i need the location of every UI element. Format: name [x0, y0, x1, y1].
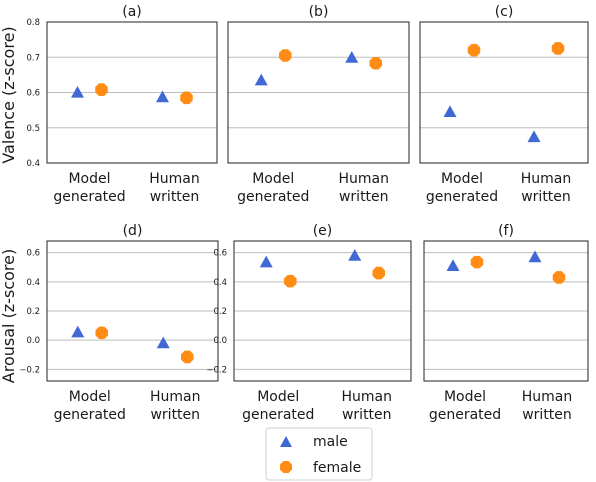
panel-title: (f) — [498, 223, 514, 239]
y-tick-label: 0.0 — [26, 336, 40, 346]
x-tick-label: Human written — [521, 171, 572, 205]
y-tick-label: 0.8 — [26, 18, 40, 28]
y-tick-label: 0.2 — [213, 307, 227, 317]
axes-frame — [227, 21, 410, 164]
y-tick-label: −0.2 — [206, 365, 227, 375]
point-male — [156, 90, 169, 103]
panels: 0.4 0.5 0.6 0.7 0.8 (a) Model generated Human wri… — [19, 4, 589, 423]
point-male — [527, 130, 541, 143]
y-tick-label: 0.4 — [213, 278, 227, 288]
axes-frame — [46, 21, 218, 164]
y-tick-label: 0.2 — [26, 307, 40, 317]
panel-c: (c) Model generated Human written — [419, 4, 589, 205]
point-female — [283, 274, 297, 288]
panel-title: (c) — [495, 4, 514, 20]
point-female — [552, 271, 566, 284]
panel-b: (b) Model generated Human written — [227, 4, 410, 205]
point-male — [348, 249, 362, 261]
legend: male female — [265, 427, 373, 481]
point-female — [95, 326, 109, 340]
panel-title: (b) — [309, 4, 329, 20]
y-tick-label: 0.7 — [26, 53, 40, 63]
point-female — [372, 266, 386, 280]
y-tick-label: 0.6 — [26, 249, 40, 259]
point-male — [443, 105, 457, 118]
legend-female-marker — [280, 461, 292, 473]
panel-d: −0.2 0.0 0.2 0.4 0.6 (d) Model generated Human wr… — [19, 223, 219, 423]
x-tick-label: Model generated — [54, 389, 126, 423]
x-tick-label: Human written — [522, 389, 573, 423]
panel-title: (a) — [122, 4, 142, 20]
point-male — [71, 325, 85, 338]
legend-male-marker — [280, 436, 292, 447]
point-male — [259, 255, 273, 268]
axes-frame — [46, 240, 219, 382]
y-tick-label: 0.4 — [26, 159, 40, 169]
panel-title: (e) — [313, 223, 333, 239]
point-male — [446, 259, 460, 271]
point-female — [95, 83, 108, 96]
point-female — [278, 49, 292, 62]
x-tick-label: Model generated — [426, 171, 498, 205]
point-female — [551, 42, 565, 55]
y-label-arousal: Arousal (z-score) — [0, 249, 18, 383]
point-male — [254, 73, 268, 86]
point-female — [180, 91, 193, 105]
panel-e: −0.2 0.0 0.2 0.4 0.6 (e) Model generated Human wr… — [206, 223, 412, 423]
y-tick-label: 0.0 — [213, 336, 227, 346]
y-tick-label: 0.5 — [26, 124, 40, 134]
panel-a: 0.4 0.5 0.6 0.7 0.8 (a) Model generated Human wri… — [26, 4, 218, 205]
point-female — [467, 43, 481, 57]
x-tick-label: Human written — [149, 171, 200, 205]
panel-title: (d) — [123, 223, 143, 239]
x-tick-label: Model generated — [53, 171, 125, 205]
x-tick-label: Human written — [339, 171, 390, 205]
legend-male-label: male — [313, 434, 348, 450]
x-tick-label: Human written — [150, 389, 201, 423]
x-tick-label: Human written — [342, 389, 393, 423]
point-male — [528, 250, 542, 263]
axes-frame — [233, 240, 412, 382]
point-female — [180, 350, 194, 364]
x-tick-label: Model generated — [242, 389, 314, 423]
axes-frame — [423, 240, 589, 382]
point-female — [470, 255, 484, 269]
legend-frame — [265, 427, 373, 481]
x-tick-label: Model generated — [237, 171, 309, 205]
x-tick-label: Model generated — [429, 389, 501, 423]
point-female — [369, 56, 383, 70]
y-tick-label: 0.6 — [26, 89, 40, 99]
panel-f: (f) Model generated Human written — [423, 223, 589, 423]
point-male — [345, 51, 359, 63]
y-label-valence: Valence (z-score) — [0, 26, 18, 163]
legend-female-label: female — [313, 460, 361, 476]
y-tick-label: 0.6 — [213, 249, 227, 259]
y-tick-label: −0.2 — [19, 365, 40, 375]
point-male — [71, 85, 84, 98]
axes-frame — [419, 21, 589, 164]
y-tick-label: 0.4 — [26, 278, 40, 288]
point-male — [156, 336, 170, 349]
